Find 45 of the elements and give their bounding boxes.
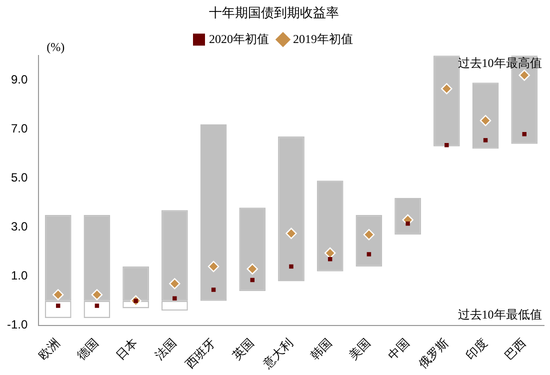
point	[441, 83, 452, 94]
x-tick-label: 日本	[113, 336, 140, 363]
x-tick-label: 法国	[152, 336, 180, 363]
legend-label: 2020年初值	[209, 32, 269, 46]
x-tick-label: 巴西	[502, 336, 529, 363]
point	[366, 252, 372, 256]
point	[91, 289, 103, 300]
x-tick-label: 韩国	[308, 336, 334, 363]
point	[172, 296, 177, 301]
x-tick-label: 英国	[230, 336, 257, 363]
annotation: 过去10年最低值	[458, 308, 542, 322]
point	[286, 228, 297, 239]
x-tick-label: 俄罗斯	[416, 336, 452, 372]
point	[211, 288, 216, 292]
point	[94, 304, 100, 308]
y-tick-label: 9.0	[10, 72, 28, 86]
y-tick-label: 7.0	[10, 121, 28, 136]
point	[56, 304, 60, 308]
point	[328, 257, 332, 262]
point	[480, 114, 492, 126]
point	[208, 260, 220, 272]
x-tick-label: 西班牙	[182, 336, 218, 372]
x-tick-label: 意大利	[260, 336, 296, 372]
y-tick-label: 1.0	[10, 268, 28, 283]
point	[406, 221, 410, 226]
point	[246, 263, 258, 275]
y-tick-label: -1.0	[6, 318, 28, 332]
annotation: 过去10年最高值	[458, 56, 542, 70]
point	[444, 142, 449, 148]
x-tick-label: 德国	[74, 336, 102, 363]
y-tick-label: 3.0	[10, 220, 28, 234]
y-tick-label: 5.0	[10, 170, 28, 185]
chart-title: 十年期国债到期收益率	[209, 5, 339, 20]
point	[289, 264, 294, 269]
x-tick-label: 美国	[346, 336, 374, 363]
point	[518, 70, 530, 81]
point	[169, 278, 180, 290]
point	[52, 289, 64, 300]
x-tick-label: 印度	[463, 336, 490, 363]
x-tick-label: 欧洲	[36, 336, 62, 363]
y-axis-title: (%)	[46, 40, 65, 54]
x-tick-label: 中国	[385, 336, 412, 363]
point	[363, 229, 375, 240]
point	[483, 138, 488, 142]
legend-label: 2019年初值	[293, 32, 353, 46]
